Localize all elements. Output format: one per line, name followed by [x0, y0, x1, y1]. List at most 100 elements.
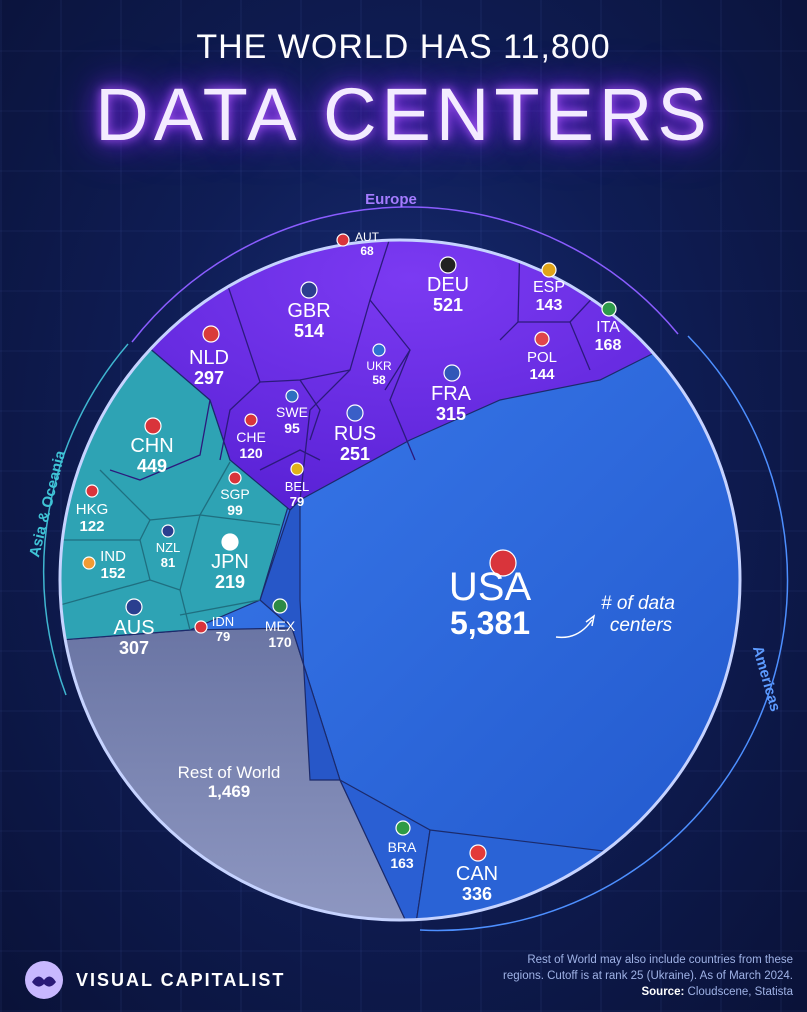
label-fra: FRA: [431, 383, 472, 405]
aus-flag-icon: [125, 598, 143, 616]
title-line-2: DATA CENTERS: [95, 73, 712, 156]
nld-flag-icon: [202, 325, 220, 343]
label-usa: USA: [449, 565, 532, 609]
value-idn: 79: [216, 629, 230, 644]
pol-flag-icon: [534, 331, 550, 347]
title-line-1: THE WORLD HAS 11,800: [196, 28, 611, 66]
border: [139, 539, 191, 631]
deu-flag-icon: [439, 256, 457, 274]
ind-flag-icon: [82, 556, 96, 570]
label-chn: CHN: [130, 435, 173, 457]
border: [109, 399, 211, 481]
ita-flag-icon: [601, 301, 617, 317]
value-hkg: 122: [79, 518, 104, 535]
label-che: CHE: [236, 429, 266, 445]
esp-flag-icon: [541, 262, 557, 278]
border: [179, 514, 281, 591]
border: [299, 299, 371, 501]
brand-name: VISUAL CAPITALIST: [76, 969, 286, 990]
bra-flag-icon: [395, 820, 411, 836]
border: [259, 449, 321, 471]
value-nld: 297: [194, 368, 224, 388]
swe-flag-icon: [285, 389, 299, 403]
mex-flag-icon: [272, 598, 288, 614]
nzl-flag-icon: [161, 524, 175, 538]
value-bra: 163: [390, 855, 414, 871]
value-jpn: 219: [215, 572, 245, 592]
idn-flag-icon: [194, 620, 208, 634]
label-gbr: GBR: [287, 300, 330, 322]
value-chn: 449: [137, 456, 167, 476]
region-label-americas: Americas: [749, 644, 784, 714]
label-bel: BEL: [285, 479, 310, 494]
value-pol: 144: [529, 366, 555, 383]
value-ita: 168: [595, 337, 622, 354]
value-aus: 307: [119, 638, 149, 658]
border: [219, 381, 261, 461]
label-bra: BRA: [388, 839, 417, 855]
value-bel: 79: [290, 494, 304, 509]
bel-flag-icon: [290, 462, 304, 476]
value-che: 120: [239, 445, 263, 461]
label-aus: AUS: [113, 617, 154, 639]
border: [99, 469, 151, 521]
brand-logo: VISUAL CAPITALIST: [24, 960, 285, 1000]
usa-flag-icon: [489, 549, 517, 577]
value-esp: 143: [536, 297, 563, 314]
bra-cell: [338, 778, 431, 920]
value-nzl: 81: [161, 555, 175, 570]
label-jpn: JPN: [211, 551, 249, 573]
label-rus: RUS: [334, 423, 376, 445]
footnote-text: Rest of World may also include countries…: [503, 954, 793, 982]
gbr-flag-icon: [300, 281, 318, 299]
border: [389, 349, 416, 461]
asia-arc: [42, 343, 129, 696]
label-nzl: NZL: [156, 540, 181, 555]
outer-ring: [58, 238, 742, 922]
mex-cell: [259, 498, 341, 781]
ukr-flag-icon: [372, 343, 386, 357]
value-fra: 315: [436, 404, 466, 424]
label-idn: IDN: [212, 614, 234, 629]
label-aut: AUT: [355, 230, 380, 244]
chn-flag-icon: [144, 417, 162, 435]
border: [219, 261, 351, 383]
footnote-source: Cloudscene, Statista: [687, 986, 793, 998]
label-mex: MEX: [265, 618, 296, 634]
value-gbr: 514: [294, 321, 324, 341]
jpn-flag-icon: [221, 533, 239, 551]
label-esp: ESP: [533, 279, 565, 296]
border: [60, 579, 151, 606]
label-swe: SWE: [276, 404, 308, 420]
label-ind: IND: [100, 548, 126, 565]
fra-flag-icon: [443, 364, 461, 382]
label-hkg: HKG: [76, 501, 109, 518]
annotation-arrow-head: [585, 614, 596, 627]
value-ind: 152: [100, 565, 125, 582]
annotation-line-2: centers: [610, 615, 673, 636]
label-pol: POL: [527, 349, 557, 366]
value-usa: 5,381: [450, 605, 530, 641]
label-rest-of-world: Rest of World: [178, 763, 281, 782]
footnote: Rest of World may also include countries…: [493, 952, 793, 1000]
footnote-source-label: Source:: [641, 986, 685, 998]
border: [299, 379, 321, 441]
can-flag-icon: [469, 844, 487, 862]
rus-flag-icon: [346, 404, 364, 422]
visual-capitalist-icon: [25, 961, 63, 999]
americas-arc: [419, 335, 789, 932]
value-swe: 95: [284, 420, 300, 436]
value-ukr: 58: [372, 373, 386, 387]
value-deu: 521: [433, 295, 463, 315]
hkg-flag-icon: [85, 484, 99, 498]
value-sgp: 99: [227, 502, 243, 518]
che-flag-icon: [244, 413, 258, 427]
border: [179, 599, 261, 616]
value-can: 336: [462, 884, 492, 904]
europe-region: [119, 240, 701, 511]
aut-flag-icon: [336, 233, 350, 247]
europe-arc: [131, 206, 679, 343]
label-ita: ITA: [596, 319, 620, 336]
label-can: CAN: [456, 863, 498, 885]
